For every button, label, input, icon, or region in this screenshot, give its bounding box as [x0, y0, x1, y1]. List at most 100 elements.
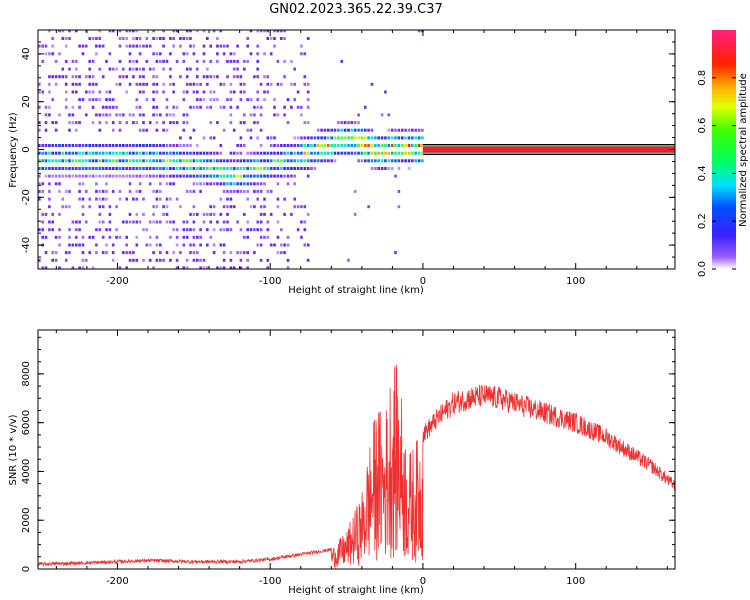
spectrogram-cell [212, 98, 216, 102]
spectrogram-cell [280, 37, 283, 40]
spectrogram-cell [243, 113, 246, 117]
spectrogram-cell [222, 220, 226, 224]
spectrogram-cell [88, 197, 91, 201]
spectrogram-cell [323, 136, 327, 140]
spectrogram-cell [269, 174, 273, 178]
x-tick-label: 0 [420, 276, 426, 287]
spectrogram-cell [111, 105, 115, 109]
spectrogram-cell [189, 174, 192, 178]
spectrogram-cell [280, 82, 283, 86]
spectrogram-cell [323, 128, 327, 132]
spectrogram-cell [327, 128, 330, 132]
spectrogram-cell [148, 182, 152, 186]
spectrogram-cell [54, 174, 58, 178]
spectrogram-cell [411, 159, 414, 163]
spectrogram-cell [239, 121, 243, 125]
spectrogram-cell [41, 159, 44, 163]
spectrogram-cell [172, 174, 175, 178]
spectrogram-cell [152, 113, 155, 117]
spectrogram-cell [135, 105, 139, 109]
spectrogram-cell [236, 59, 239, 63]
spectrogram-cell [283, 251, 286, 255]
spectrogram-cell [327, 136, 330, 140]
spectrogram-cell [182, 144, 186, 147]
spectrogram-cell [95, 52, 98, 56]
spectrogram-cell [78, 182, 81, 186]
spectrogram-cell [357, 136, 360, 140]
spectrogram-cell [276, 144, 280, 147]
spectrogram-cell [51, 251, 54, 255]
spectrogram-cell [155, 189, 159, 193]
spectrogram-cell [68, 243, 71, 247]
spectrogram-cell [239, 159, 243, 163]
spectrogram-cell [135, 67, 139, 71]
spectrogram-cell [98, 30, 102, 33]
spectrogram-cell [256, 98, 259, 102]
spectrogram-cell [169, 220, 172, 224]
spectrogram-cell [101, 235, 105, 239]
spectrogram-cell [384, 136, 387, 140]
spectrogram-cell [407, 136, 411, 140]
spectrogram-cell [347, 136, 350, 140]
spectrogram-cell [155, 144, 159, 147]
spectrogram-cell [222, 159, 226, 163]
spectrogram-cell [68, 251, 71, 255]
spectrogram-cell [64, 98, 68, 102]
spectrogram-cell [165, 98, 169, 102]
spectrogram-cell [206, 67, 209, 71]
spectrogram-cell [196, 159, 199, 163]
spectrogram-cell [243, 59, 246, 63]
spectrogram-cell [85, 189, 88, 193]
spectrogram-cell [61, 151, 65, 155]
spectrogram-cell [192, 235, 196, 239]
spectrogram-cell [313, 136, 317, 140]
spectrogram-cell [81, 251, 85, 255]
spectrogram-cell [330, 144, 333, 147]
spectrogram-cell [283, 75, 286, 79]
spectrogram-cell [232, 151, 236, 155]
spectrogram-cell [128, 82, 132, 86]
spectrogram-cell [101, 144, 105, 147]
spectrogram-cell [303, 136, 307, 140]
spectrogram-cell [88, 174, 91, 178]
spectrogram-cell [263, 182, 266, 186]
spectrogram-cell [306, 98, 310, 102]
spectrogram-cell [280, 167, 283, 170]
spectrogram-cell [142, 258, 145, 262]
spectrogram-cell [81, 151, 85, 155]
spectrogram-cell [185, 151, 189, 155]
spectrogram-cell [249, 151, 253, 155]
spectrogram-cell [212, 228, 216, 232]
x-tick-label: -100 [259, 576, 282, 587]
spectrogram-cell [172, 251, 175, 255]
spectrogram-cell [38, 167, 41, 170]
spectrogram-cell [125, 37, 128, 40]
spectrogram-cell [185, 159, 189, 163]
spectrogram-cell [58, 182, 61, 186]
spectrogram-cell [259, 220, 263, 224]
spectrogram-cell [48, 30, 51, 33]
spectrogram-cell [370, 136, 374, 140]
spectrogram-cell [54, 59, 58, 63]
spectrogram-cell [68, 30, 71, 33]
colorbar: 0.00.20.40.60.8 Normalized spectral ampl… [697, 30, 749, 277]
spectrogram-cell [41, 182, 44, 186]
spectrogram-cell [394, 251, 397, 255]
spectrogram-cell [256, 228, 259, 232]
spectrogram-cell [421, 159, 424, 163]
spectrogram-cell [209, 220, 212, 224]
spectrogram-cell [162, 159, 165, 163]
spectrogram-cell [38, 258, 41, 262]
spectrogram-cell [236, 151, 239, 155]
spectrogram-cell [125, 121, 128, 125]
spectrogram-cell [219, 174, 223, 178]
spectrogram-cell [135, 174, 139, 178]
spectrogram-cell [78, 174, 81, 178]
spectrogram-cell [54, 167, 58, 170]
spectrogram-cell [239, 258, 243, 262]
spectrogram-cell [303, 228, 307, 232]
spectrogram-cell [85, 90, 88, 94]
spectrogram-cell [128, 258, 132, 262]
spectrogram-cell [122, 151, 125, 155]
y-tick-label: 40 [21, 48, 32, 61]
